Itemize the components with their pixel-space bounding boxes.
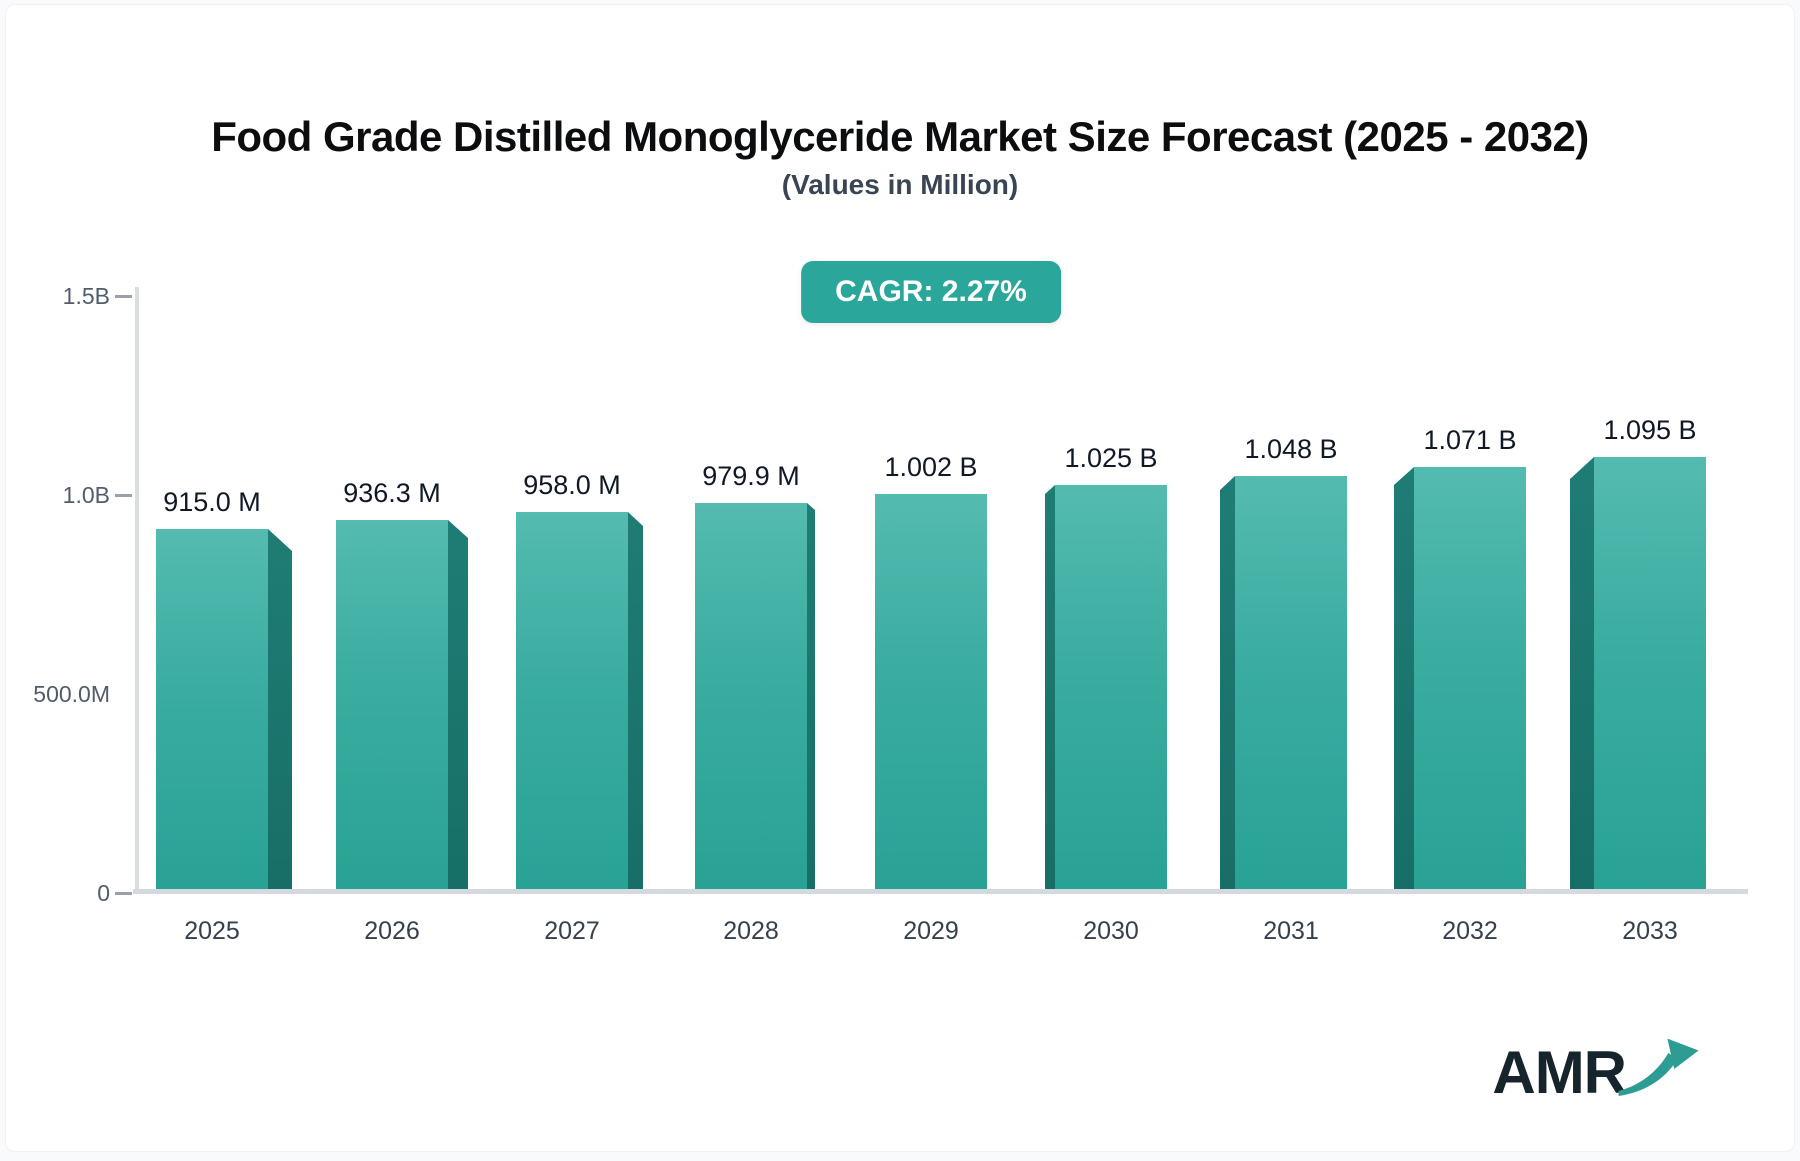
amr-logo: AMR [1492, 1037, 1702, 1103]
bar-value-label: 915.0 M [163, 487, 261, 517]
bar-value-label: 979.9 M [702, 461, 800, 491]
bar-side-face [448, 520, 468, 893]
cagr-badge: CAGR: 2.27% [801, 261, 1061, 323]
x-tick-label: 2032 [1442, 917, 1498, 945]
bar-face [875, 494, 987, 893]
bar: 1.025 B 2030 [1045, 443, 1167, 945]
x-tick-label: 2031 [1263, 917, 1319, 945]
x-tick-label: 2029 [903, 917, 959, 945]
bar-value-label: 1.048 B [1244, 434, 1338, 464]
bar: 979.9 M 2028 [695, 461, 815, 945]
x-tick-label: 2030 [1083, 917, 1139, 945]
x-tick-label: 2028 [723, 917, 779, 945]
y-tick-label: 1.0B [62, 482, 110, 508]
bar-side-face [1220, 476, 1235, 893]
bar-side-face [1045, 485, 1055, 893]
page-title: Food Grade Distilled Monoglyceride Marke… [211, 113, 1589, 160]
x-tick-label: 2025 [184, 917, 240, 945]
bar-face [156, 529, 268, 893]
chart-card: Food Grade Distilled Monoglyceride Marke… [5, 4, 1795, 1152]
bar-value-label: 1.095 B [1603, 415, 1697, 445]
bar: 1.095 B 2033 [1570, 415, 1706, 945]
x-tick-label: 2026 [364, 917, 420, 945]
page-subtitle: (Values in Million) [781, 169, 1019, 200]
bar-value-label: 1.002 B [884, 452, 978, 482]
x-axis-line [133, 889, 1748, 894]
bar-side-face [807, 503, 815, 893]
bar-face [695, 503, 807, 893]
x-tick-label: 2027 [544, 917, 600, 945]
bar-chart: 1.5B 1.0B 500.0M 0 915.0 M 2025 936.3 M 2026 95… [6, 5, 1800, 1161]
y-tick-dash [115, 494, 132, 497]
bar-face [1594, 457, 1706, 893]
bar-face [516, 512, 628, 893]
amr-logo-text: AMR [1492, 1039, 1627, 1106]
bar-face [336, 520, 448, 893]
bar-face [1235, 476, 1347, 893]
bar-face [1414, 467, 1526, 893]
bar: 915.0 M 2025 [156, 487, 292, 945]
bar-value-label: 958.0 M [523, 470, 621, 500]
bar: 936.3 M 2026 [336, 478, 468, 945]
bar-side-face [628, 512, 643, 893]
bar-side-face [268, 529, 292, 893]
bar-value-label: 1.025 B [1064, 443, 1158, 473]
y-tick-label: 0 [97, 880, 110, 906]
bar: 1.048 B 2031 [1220, 434, 1347, 945]
y-tick-dash [115, 892, 132, 895]
bar: 1.002 B 2029 [875, 452, 987, 945]
bar-value-label: 936.3 M [343, 478, 441, 508]
growth-arrow-icon [1618, 1038, 1699, 1096]
y-axis-line [135, 287, 139, 894]
y-tick-label: 500.0M [33, 681, 110, 707]
bar-side-face [1570, 457, 1594, 893]
y-tick-dash [115, 295, 132, 298]
y-tick-label: 1.5B [62, 283, 110, 309]
bar: 1.071 B 2032 [1394, 425, 1526, 945]
x-tick-label: 2033 [1622, 917, 1678, 945]
bar-face [1055, 485, 1167, 893]
bar-side-face [1394, 467, 1414, 893]
bar-value-label: 1.071 B [1423, 425, 1517, 455]
bar: 958.0 M 2027 [516, 470, 643, 945]
